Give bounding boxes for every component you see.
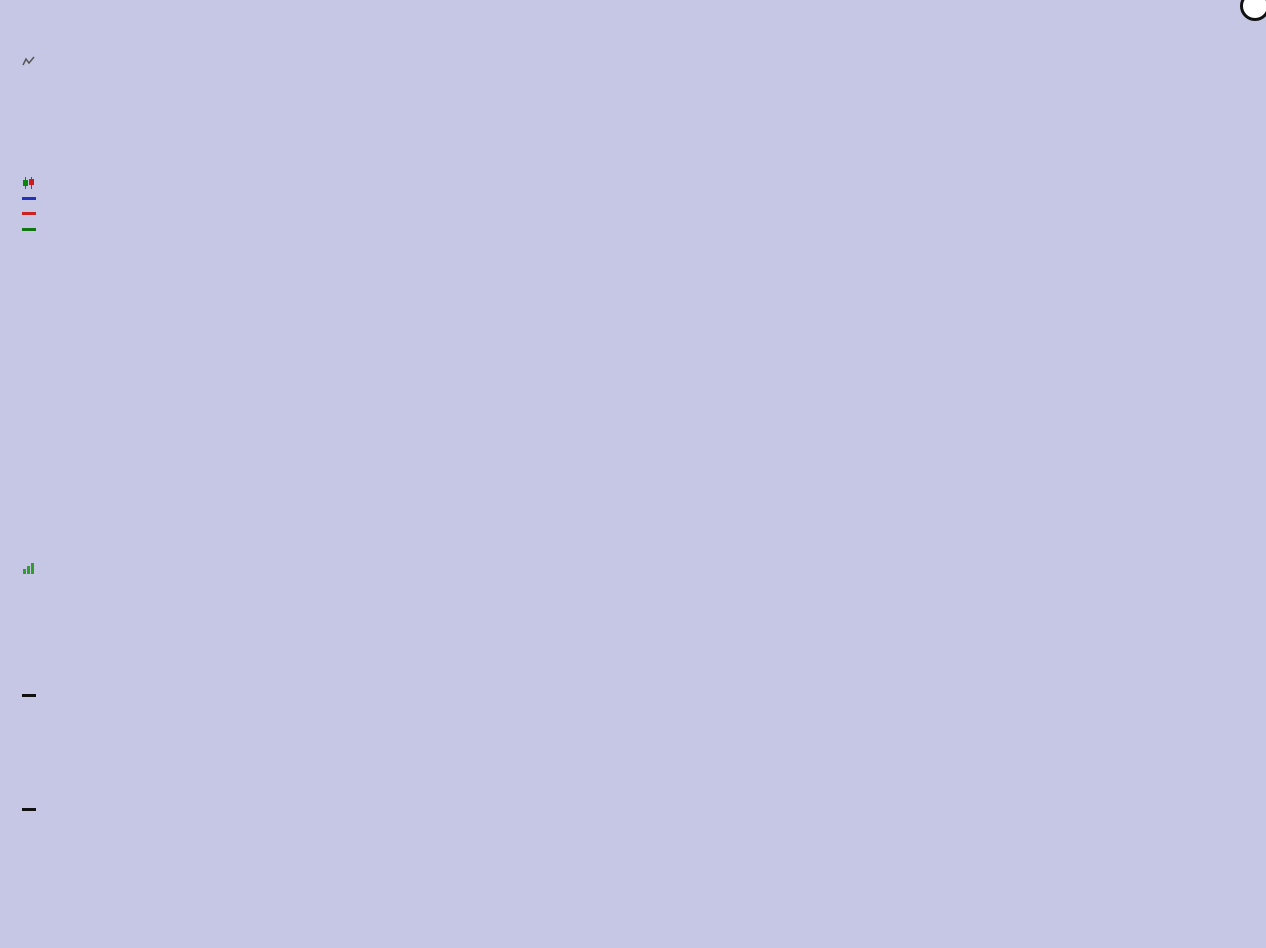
quote-line xyxy=(1144,30,1210,45)
ma200-swatch xyxy=(22,227,36,231)
header-title-line xyxy=(16,10,28,28)
price-legend xyxy=(22,174,41,236)
macd-label xyxy=(22,687,56,702)
volume-icon xyxy=(23,562,34,574)
crosshair-readout xyxy=(2,930,112,934)
rsi-label xyxy=(22,53,40,68)
macd-icon xyxy=(22,694,36,698)
candlestick-icon xyxy=(23,176,34,189)
rsi-icon xyxy=(22,56,35,66)
sto-label xyxy=(22,801,51,816)
volume-label xyxy=(22,559,40,574)
ma50-swatch xyxy=(22,196,36,200)
close-button[interactable] xyxy=(1240,0,1266,21)
sto-icon xyxy=(22,808,36,812)
ma9-swatch xyxy=(22,212,36,216)
